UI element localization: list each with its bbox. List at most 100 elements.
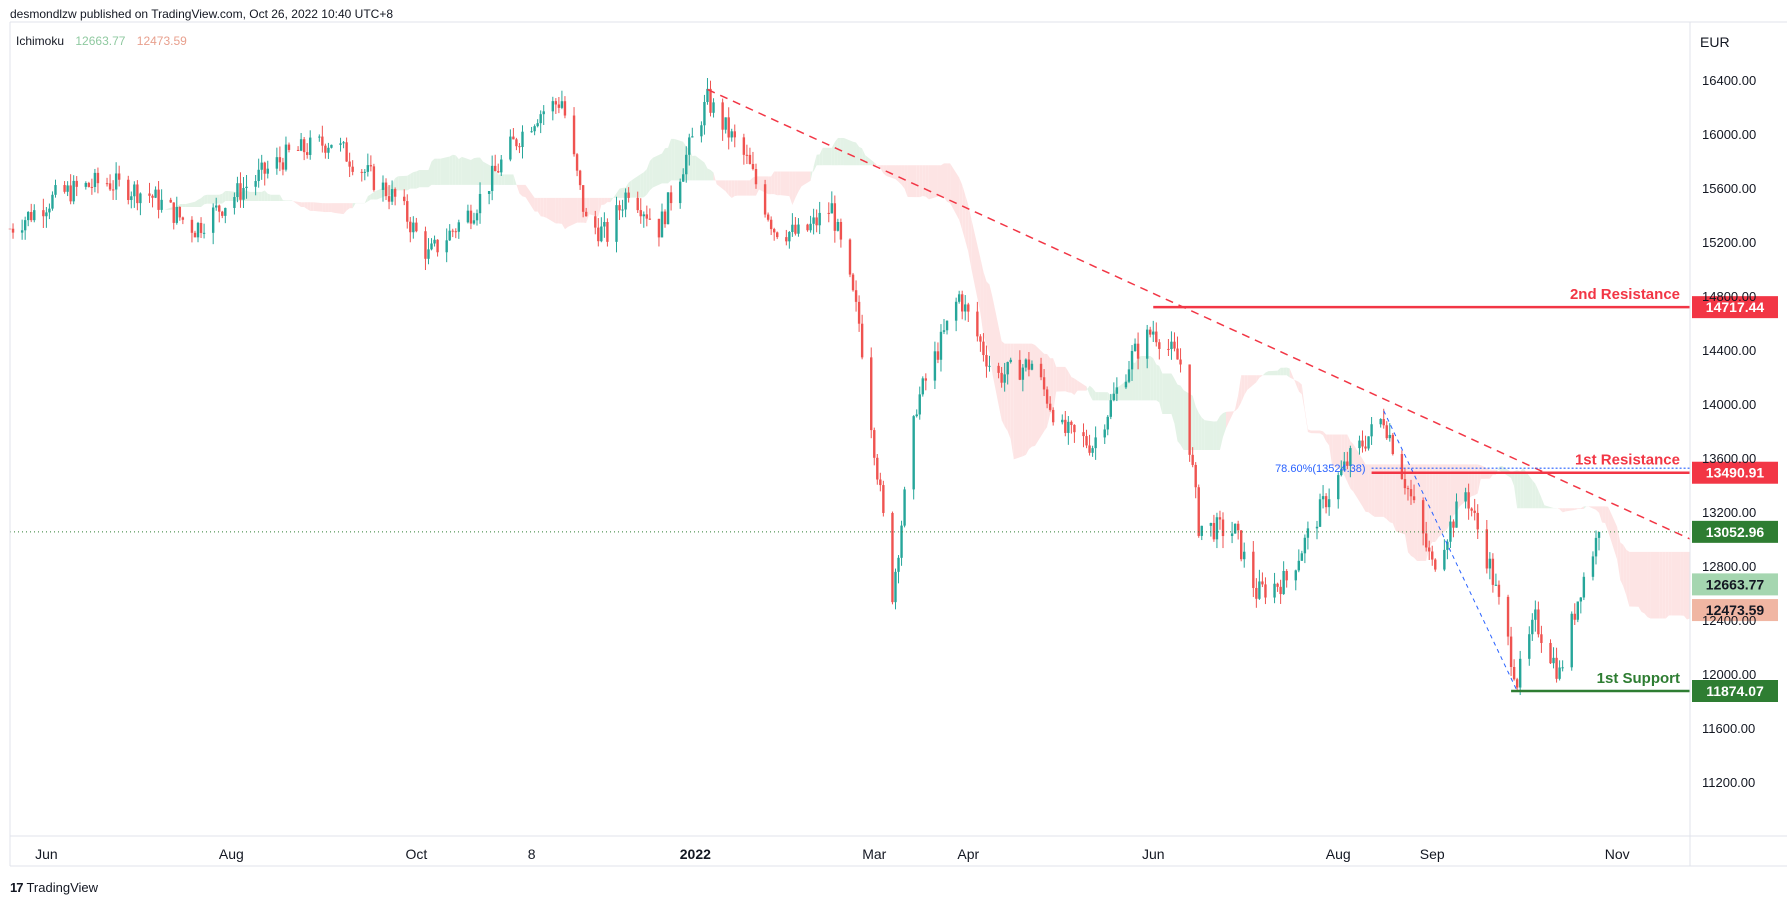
cloud-segment-bear — [919, 165, 923, 198]
cloud-segment-bear — [1392, 464, 1396, 532]
level-price-text: 13490.91 — [1706, 465, 1765, 481]
cloud-segment-bull — [143, 219, 153, 222]
cloud-segment-bear — [1050, 358, 1054, 415]
candle-body — [1406, 488, 1410, 490]
cloud-segment-bear — [725, 180, 729, 196]
cloud-segment-bull — [452, 154, 456, 185]
footer-brand[interactable]: 17 TradingView — [10, 880, 98, 895]
candle-body — [1537, 609, 1540, 635]
candle-body — [1497, 584, 1501, 597]
candle-body — [242, 188, 245, 200]
candle-body — [836, 221, 840, 231]
cloud-segment-bear — [1226, 409, 1236, 429]
candle-body — [1239, 530, 1243, 560]
candle-body — [1573, 613, 1576, 620]
candle-body — [1358, 440, 1361, 449]
cloud-segment-bull — [134, 225, 138, 229]
candle-body — [1443, 549, 1446, 570]
cloud-segment-bull — [1162, 373, 1172, 414]
indicator-legend[interactable]: Ichimoku 12663.77 12473.59 — [16, 34, 187, 48]
candle-body — [1570, 613, 1573, 668]
cloud-segment-bull — [671, 138, 675, 181]
candle-body — [682, 174, 685, 182]
candle-body — [454, 231, 457, 233]
cloud-segment-bear — [901, 165, 905, 189]
candle-body — [1112, 393, 1116, 401]
candle-body — [1218, 517, 1222, 520]
cloud-segment-bull — [352, 202, 356, 209]
candle-body — [302, 139, 306, 153]
cloud-segment-bull — [461, 156, 471, 185]
cloud-segment-bull — [164, 206, 174, 210]
cloud-segment-bear — [992, 297, 1002, 421]
y-tick-label: 11600.00 — [1702, 721, 1755, 736]
cloud-segment-bear — [1668, 551, 1672, 616]
cloud-segment-bear — [301, 202, 305, 208]
cloud-segment-bear — [1320, 430, 1324, 436]
candle-body — [1285, 570, 1288, 581]
currency-label[interactable]: EUR — [1700, 34, 1730, 50]
candle-body — [1455, 501, 1458, 528]
candle-body — [1385, 425, 1388, 439]
cloud-segment-bear — [589, 197, 599, 217]
cloud-segment-bull — [470, 158, 474, 185]
candle-body — [33, 210, 36, 221]
candle-body — [809, 223, 812, 231]
cloud-segment-bull — [1283, 367, 1287, 376]
candle-body — [1252, 551, 1255, 588]
cloud-segment-bear — [971, 218, 981, 313]
cloud-segment-bear — [1244, 375, 1248, 396]
cloud-segment-bear — [1074, 378, 1078, 395]
candle-body — [1124, 381, 1128, 388]
candle-body — [469, 210, 473, 224]
cloud-segment-bear — [328, 203, 332, 213]
candle-body — [369, 165, 373, 167]
candle-body — [945, 320, 949, 331]
candle-body — [415, 222, 418, 232]
candle-body — [172, 202, 175, 223]
cloud-segment-bear — [959, 177, 963, 230]
candle-body — [66, 185, 69, 192]
candle-body — [924, 378, 928, 381]
candle-body — [236, 183, 239, 198]
x-tick-label: 8 — [528, 846, 536, 862]
cloud-segment-bull — [1198, 412, 1202, 451]
candle-body — [90, 186, 94, 188]
y-tick-label: 14400.00 — [1702, 343, 1756, 358]
candle-body — [1176, 348, 1179, 360]
candle-body — [615, 205, 618, 242]
candle-body — [1318, 499, 1322, 527]
cloud-segment-bull — [225, 191, 229, 202]
cloud-segment-bear — [928, 165, 938, 200]
candle-body — [257, 169, 260, 182]
x-tick-label: Mar — [862, 846, 886, 862]
candle-body — [1061, 419, 1064, 423]
level-price-badge — [1692, 680, 1778, 703]
cloud-value-badge — [1692, 599, 1778, 622]
cloud-segment-bull — [416, 170, 420, 189]
candle-body — [1133, 343, 1137, 352]
candle-body — [1048, 403, 1052, 410]
cloud-segment-bear — [1068, 371, 1072, 393]
cloud-segment-bear — [1450, 464, 1454, 523]
candle-body — [794, 224, 797, 234]
cloud-segment-bear — [516, 184, 520, 194]
candle-body — [1255, 587, 1258, 599]
candle-body — [433, 239, 436, 244]
y-tick-label: 13600.00 — [1702, 451, 1756, 466]
candle-body — [542, 111, 545, 115]
candle-body — [1167, 348, 1170, 350]
candle-body — [1428, 547, 1431, 552]
level-price-text: 11874.07 — [1706, 683, 1764, 699]
cloud-segment-bull — [1517, 470, 1521, 509]
candle-body — [575, 154, 579, 171]
candle-body — [299, 139, 303, 151]
candle-body — [324, 145, 327, 153]
cloud-segment-bull — [1128, 361, 1133, 401]
cloud-segment-bear — [728, 180, 732, 199]
candle-body — [554, 101, 558, 105]
candle-body — [1488, 558, 1492, 569]
cloud-segment-bull — [1219, 413, 1223, 451]
cloud-segment-bear — [522, 184, 526, 198]
